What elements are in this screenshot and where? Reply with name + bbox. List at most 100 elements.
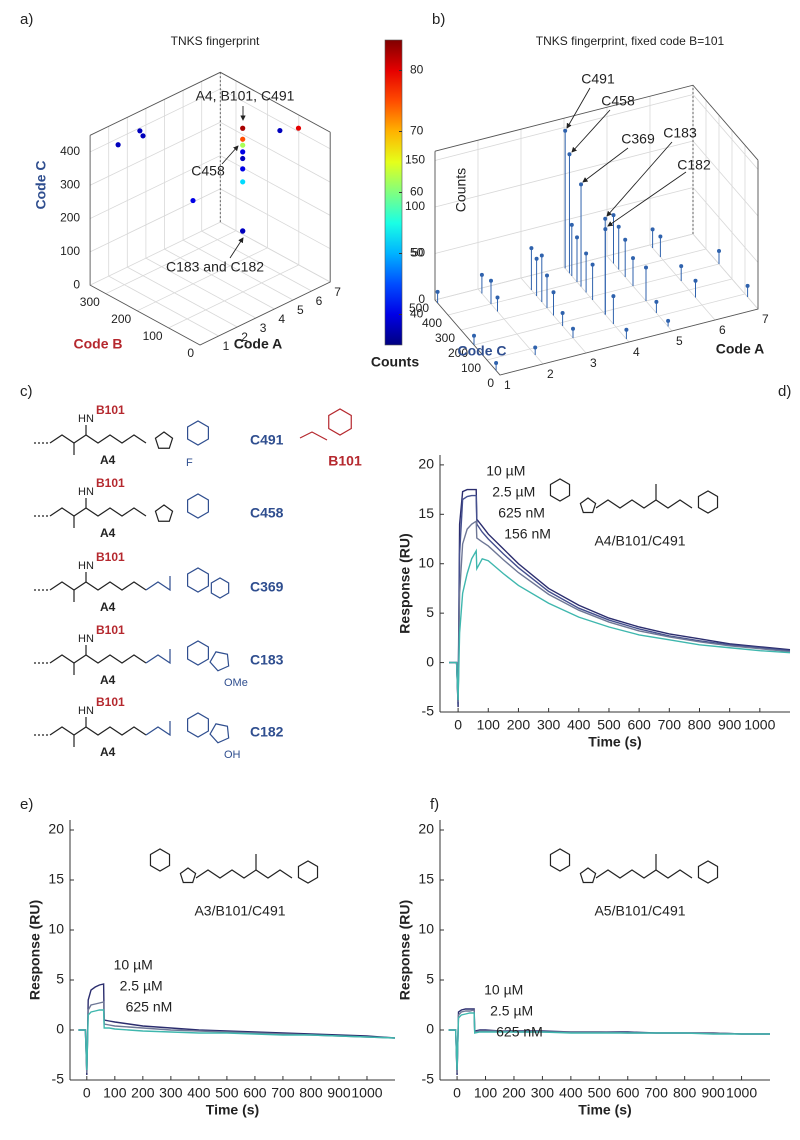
z-tick-label: 200 bbox=[60, 211, 80, 225]
x-tick-label: 2 bbox=[241, 330, 248, 344]
annotation-arrow bbox=[229, 237, 244, 259]
code-a-label: A4 bbox=[100, 526, 116, 540]
y-tick-label: 500 bbox=[409, 301, 429, 315]
stem-head bbox=[654, 299, 659, 304]
stem-head bbox=[616, 224, 621, 229]
y-tick-label: -5 bbox=[422, 703, 435, 719]
x-tick-label: 600 bbox=[627, 717, 651, 733]
grid-line bbox=[220, 188, 331, 250]
y-tick-label: 15 bbox=[418, 871, 434, 887]
x-tick-label: 100 bbox=[474, 1085, 498, 1101]
y-axis-label: Code B bbox=[74, 336, 123, 352]
x-tick-label: 1000 bbox=[744, 717, 775, 733]
x-tick-label: 1 bbox=[223, 339, 230, 353]
y-tick-label: 300 bbox=[435, 331, 455, 345]
annotation: C369 bbox=[621, 131, 655, 147]
stem-head bbox=[567, 152, 572, 157]
atom-label: HN bbox=[78, 705, 94, 717]
series-label: 2.5 µM bbox=[492, 483, 535, 499]
atom-label: HN bbox=[78, 633, 94, 645]
z-axis-label: Code C bbox=[33, 161, 49, 210]
y-tick-label: 300 bbox=[80, 295, 100, 309]
substituent-label: F bbox=[186, 457, 193, 469]
z-tick-label: 400 bbox=[60, 144, 80, 158]
point bbox=[240, 228, 246, 234]
point bbox=[190, 197, 196, 204]
panel-label: f) bbox=[430, 796, 439, 813]
structure-line bbox=[595, 499, 693, 509]
atom-label: HN bbox=[78, 486, 94, 498]
grid-line bbox=[434, 233, 694, 301]
stem-head bbox=[603, 216, 608, 221]
annotation-arrow bbox=[606, 141, 673, 217]
z-axis-label: Counts bbox=[453, 168, 469, 212]
code-b-label: B101 bbox=[96, 403, 125, 417]
grid-line bbox=[692, 140, 759, 217]
point bbox=[240, 155, 246, 162]
structure-line bbox=[210, 577, 230, 599]
structure-line bbox=[297, 860, 319, 884]
grid-line bbox=[692, 94, 759, 170]
structure-line bbox=[579, 497, 597, 514]
structure-line bbox=[328, 408, 352, 436]
structure-line bbox=[187, 420, 209, 446]
grid-line bbox=[220, 155, 331, 216]
x-axis-label: Code A bbox=[716, 341, 764, 357]
stem-head bbox=[560, 310, 565, 315]
y-tick-label: 20 bbox=[418, 821, 434, 837]
annotation: A4, B101, C491 bbox=[196, 88, 295, 104]
structure-line bbox=[595, 869, 693, 879]
colorbar-tick-label: 60 bbox=[410, 185, 424, 199]
stem-head bbox=[563, 128, 568, 133]
y-tick-label: 0 bbox=[56, 1021, 64, 1037]
point bbox=[115, 142, 121, 148]
stem-head bbox=[644, 265, 648, 270]
axis-box bbox=[89, 71, 331, 136]
colorbar-tick-label: 70 bbox=[410, 124, 424, 138]
axis-box bbox=[89, 132, 331, 346]
stem-head bbox=[658, 234, 663, 239]
x-tick-label: 1 bbox=[504, 378, 511, 392]
grid-line bbox=[89, 88, 221, 153]
grid-line bbox=[692, 187, 759, 263]
stem-head bbox=[534, 256, 539, 261]
series-line bbox=[448, 1009, 770, 1074]
stem-head bbox=[579, 182, 584, 187]
x-tick-label: 900 bbox=[327, 1085, 351, 1101]
z-tick-label: 0 bbox=[73, 277, 80, 291]
y-tick-label: 0 bbox=[426, 653, 434, 669]
grid-line bbox=[182, 239, 294, 301]
x-tick-label: 500 bbox=[215, 1085, 239, 1101]
structure-line bbox=[49, 507, 147, 517]
stem-head bbox=[575, 235, 579, 240]
series-label: 2.5 µM bbox=[120, 978, 163, 994]
grid-line bbox=[220, 88, 331, 150]
series-label: 625 nM bbox=[126, 999, 173, 1015]
stem-head bbox=[623, 237, 628, 242]
series-line bbox=[449, 494, 791, 706]
structure-line bbox=[145, 721, 171, 737]
grid-line bbox=[460, 263, 720, 331]
annotation: C183 bbox=[663, 125, 697, 141]
code-b-label: B101 bbox=[96, 476, 125, 490]
x-tick-label: 400 bbox=[187, 1085, 211, 1101]
panel-label: c) bbox=[20, 383, 33, 400]
stem-head bbox=[551, 290, 556, 295]
grid-line bbox=[477, 288, 544, 365]
structure-line bbox=[187, 567, 209, 593]
substituent-label: OH bbox=[224, 749, 241, 761]
y-tick-label: 10 bbox=[418, 554, 434, 570]
grid-line bbox=[692, 233, 759, 310]
annotation-arrow bbox=[221, 145, 239, 165]
structure-line bbox=[49, 581, 147, 591]
structure-line bbox=[179, 867, 197, 884]
x-axis-label: Time (s) bbox=[206, 1102, 259, 1118]
atom-label: HN bbox=[78, 413, 94, 425]
colorbar-tick-label: 50 bbox=[410, 246, 424, 260]
substituent-label: OMe bbox=[224, 677, 248, 689]
x-tick-label: 300 bbox=[159, 1085, 183, 1101]
grid-line bbox=[137, 247, 268, 312]
stem-head bbox=[693, 278, 698, 283]
x-tick-label: 700 bbox=[658, 717, 682, 733]
stem-head bbox=[631, 256, 635, 261]
